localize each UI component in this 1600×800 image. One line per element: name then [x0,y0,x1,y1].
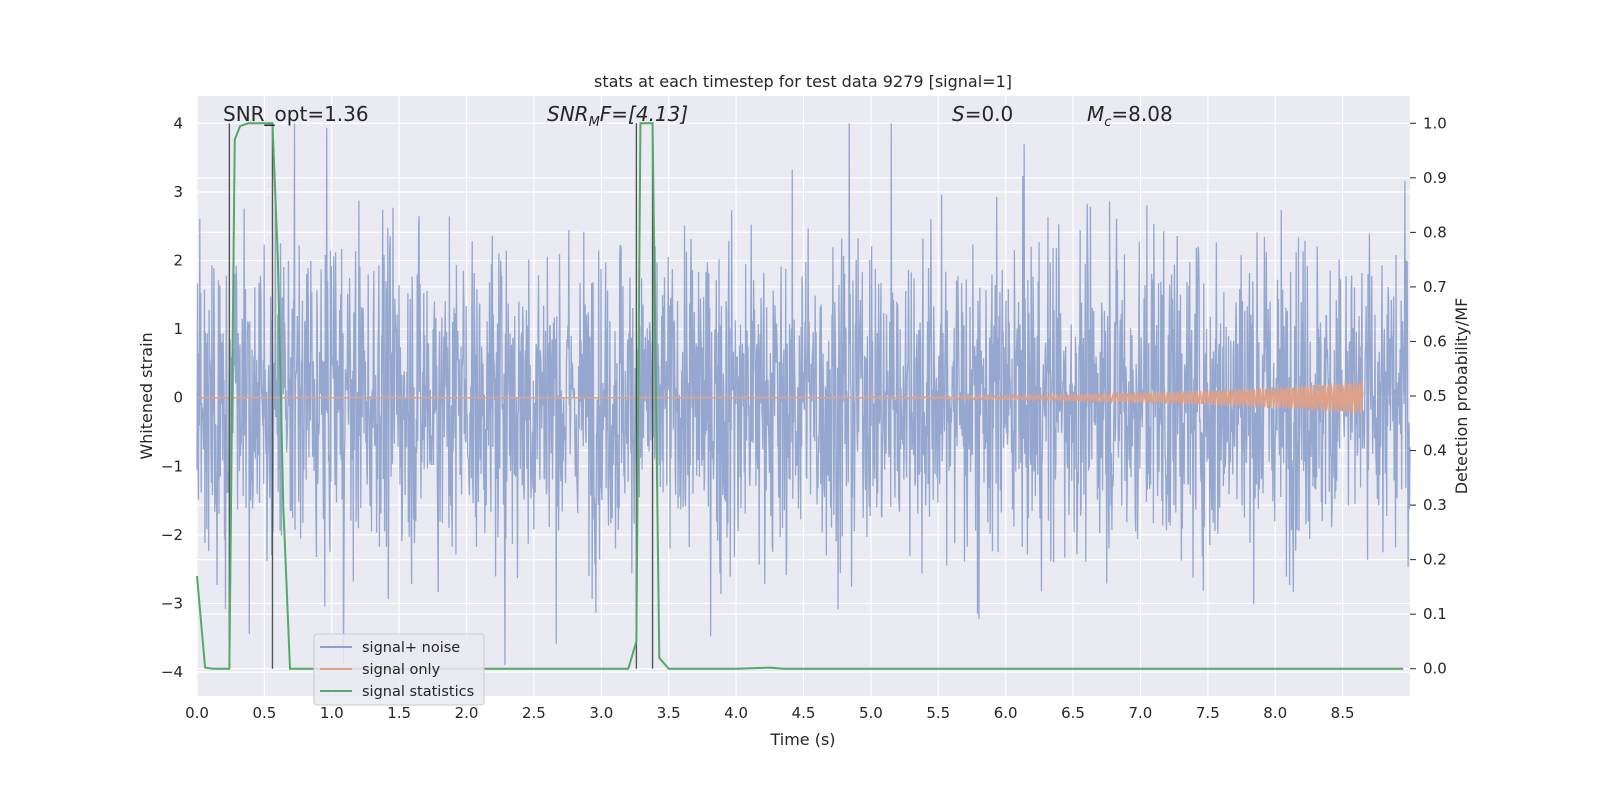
y-right-tick-label: 1.0 [1423,114,1447,132]
x-axis-label: Time (s) [769,730,835,749]
legend-label-signal-noise: signal+ noise [362,640,460,656]
y-right-axis-ticks: 1.0 0.9 0.8 0.7 0.6 0.5 0.4 0.3 0.2 0.1 0.0 [1410,114,1447,678]
y-right-tick-label: 0.7 [1423,278,1447,296]
snr-mf-tail: F=[4.13] [600,102,688,126]
chart-title: stats at each timestep for test data 927… [594,72,1012,91]
signal-only-series [197,380,1364,414]
signal-noise-line [196,123,1411,666]
y-left-tick-label: 2 [173,252,183,270]
x-tick-label: 0.0 [185,704,209,722]
x-tick-label: 5.5 [926,704,950,722]
x-tick-label: 1.5 [387,704,411,722]
y-right-tick-label: 0.3 [1423,496,1447,514]
y-right-tick-label: 0.2 [1423,551,1447,569]
x-tick-label: 8.0 [1263,704,1287,722]
mc-main: M [1087,102,1104,126]
signal-only-line [197,380,1364,414]
snr-mf-main: SNR [547,102,589,126]
snr-opt-annotation: SNR_opt=1.36 [223,102,369,126]
x-tick-label: 2.0 [455,704,479,722]
x-tick-label: 3.0 [589,704,613,722]
y-left-axis-label: Whitened strain [137,332,156,459]
y-left-tick-label: −1 [161,457,183,475]
x-tick-label: 1.0 [320,704,344,722]
y-right-tick-label: 0.8 [1423,223,1447,241]
y-right-axis-label: Detection probability/MF [1452,298,1471,495]
signal-noise-series [196,123,1411,666]
y-right-tick-label: 0.1 [1423,605,1447,623]
snr-mf-sub: M [589,115,600,130]
x-tick-label: 5.0 [859,704,883,722]
legend: signal+ noise signal only signal statist… [313,633,485,706]
mc-sub: c [1104,115,1111,130]
x-tick-label: 4.5 [792,704,816,722]
mc-annotation: Mc=8.08 [1087,102,1173,130]
y-right-tick-label: 0.6 [1423,332,1447,350]
x-tick-label: 4.0 [724,704,748,722]
x-tick-label: 3.5 [657,704,681,722]
mc-tail: =8.08 [1111,102,1172,126]
y-left-tick-label: 0 [173,389,183,407]
y-right-tick-label: 0.9 [1423,169,1447,187]
s-annotation: S=0.0 [952,102,1013,126]
s-tail: =0.0 [965,102,1014,126]
legend-box [313,633,485,706]
y-left-tick-label: 3 [173,183,183,201]
signal-statistics-series [196,122,1404,670]
y-right-tick-label: 0.5 [1423,387,1447,405]
legend-label-signal-only: signal only [362,662,441,678]
y-left-tick-label: −2 [161,526,183,544]
x-tick-label: 0.5 [252,704,276,722]
y-right-tick-label: 0.0 [1423,660,1447,678]
y-left-axis-ticks: 4 3 2 1 0 −1 −2 −3 −4 [161,114,183,681]
y-left-tick-label: 4 [173,114,183,132]
x-axis-ticks: 0.0 0.5 1.0 1.5 2.0 2.5 3.0 3.5 4.0 4.5 5.0 5.5 6.0 6… [185,704,1354,722]
y-left-tick-label: 1 [173,320,183,338]
y-left-tick-label: −3 [161,594,183,612]
snr-mf-annotation: SNRMF=[4.13] [547,102,688,130]
x-tick-label: 6.0 [994,704,1018,722]
y-right-tick-label: 0.4 [1423,442,1447,460]
y-left-tick-label: −4 [161,663,183,681]
x-tick-label: 7.0 [1129,704,1153,722]
x-tick-label: 7.5 [1196,704,1220,722]
x-tick-label: 6.5 [1061,704,1085,722]
x-tick-label: 8.5 [1331,704,1355,722]
legend-label-signal-statistics: signal statistics [362,684,474,700]
s-main: S [952,102,965,126]
x-tick-label: 2.5 [522,704,546,722]
signal-statistics-line [196,122,1404,670]
